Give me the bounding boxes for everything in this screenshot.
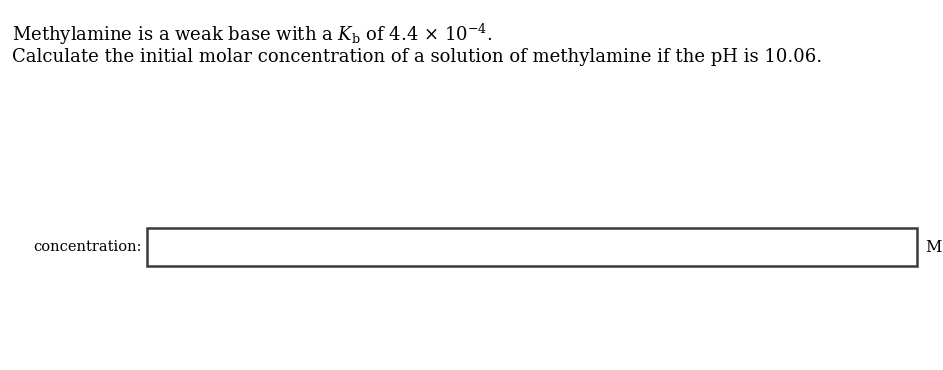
Text: Calculate the initial molar concentration of a solution of methylamine if the pH: Calculate the initial molar concentratio…: [12, 48, 822, 66]
Bar: [147, 228, 917, 266]
Text: M: M: [925, 239, 941, 256]
Text: concentration:: concentration:: [34, 240, 142, 254]
Text: Methylamine is a weak base with a $K_\mathrm{b}$ of 4.4 × 10$^{-4}$.: Methylamine is a weak base with a $K_\ma…: [12, 22, 492, 47]
